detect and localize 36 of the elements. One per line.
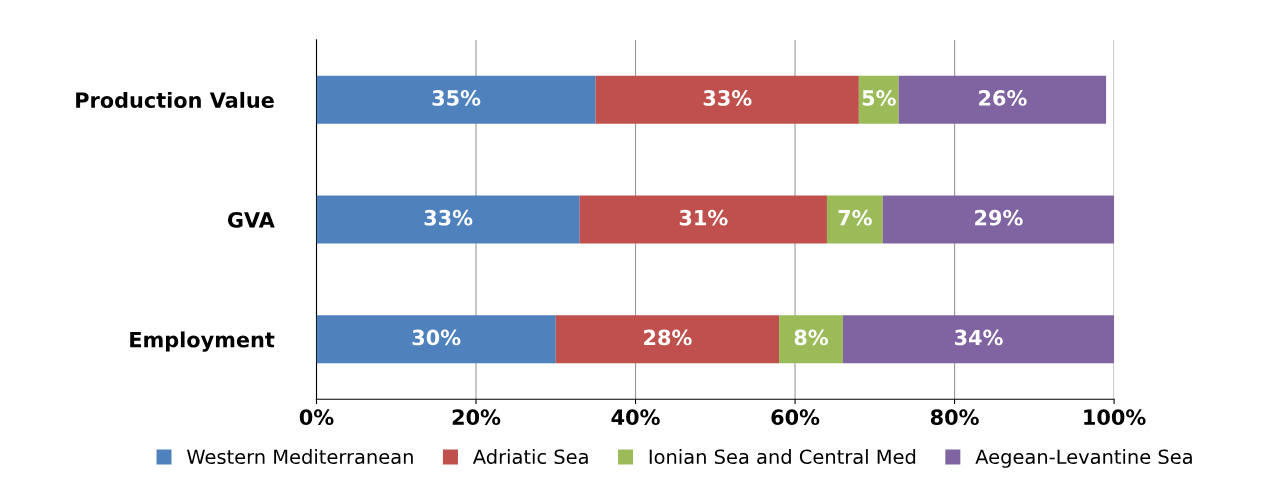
x-tick-label: 20% <box>452 409 501 426</box>
data-label: 26% <box>979 90 1027 106</box>
y-tick-label: Employment <box>130 331 275 352</box>
y-tick-label: Production Value <box>76 91 274 109</box>
legend-label: Western Mediterranean <box>187 449 413 465</box>
bar <box>842 315 1115 364</box>
data-label: 8% <box>794 329 829 346</box>
legend-label: Aegean-Levantine Sea <box>975 449 1192 468</box>
bar <box>595 75 859 124</box>
data-label: 5% <box>862 90 896 106</box>
data-label: 35% <box>432 90 481 106</box>
data-label: 33% <box>703 90 752 106</box>
bar <box>316 75 596 124</box>
y-tick-label: GVA <box>227 212 275 228</box>
data-label: 30% <box>412 329 461 346</box>
bar <box>779 315 843 364</box>
data-label: 29% <box>975 209 1023 226</box>
data-label: 34% <box>954 329 1003 346</box>
x-tick-label: 0% <box>299 409 334 426</box>
data-label: 28% <box>644 329 692 346</box>
data-label: 31% <box>679 209 728 226</box>
bar <box>826 195 883 244</box>
bar <box>579 195 827 244</box>
bar <box>316 315 556 364</box>
bar <box>898 75 1107 124</box>
legend-label: Ionian Sea and Central Med <box>649 449 916 465</box>
x-tick-label: 80% <box>930 409 979 426</box>
bar <box>882 195 1115 244</box>
data-label: 33% <box>424 209 473 226</box>
bar <box>316 195 580 244</box>
data-label: 7% <box>838 209 872 226</box>
bar <box>555 315 780 364</box>
x-tick-label: 40% <box>611 409 660 426</box>
x-tick-label: 60% <box>771 409 820 426</box>
x-tick-label: 100% <box>1084 409 1146 426</box>
legend-label: Adriatic Sea <box>472 449 588 465</box>
